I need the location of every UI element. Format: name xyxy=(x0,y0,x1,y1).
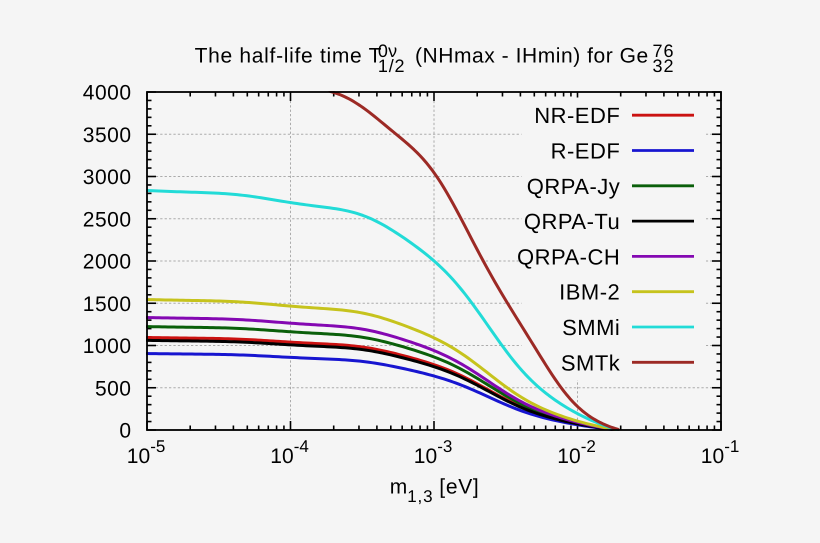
svg-text:1500: 1500 xyxy=(83,293,132,316)
svg-text:3500: 3500 xyxy=(83,124,132,147)
svg-text:10: 10 xyxy=(414,445,437,468)
svg-text:IBM-2: IBM-2 xyxy=(559,280,620,305)
svg-text:The half-life time T: The half-life time T xyxy=(195,45,383,68)
svg-text:1,3: 1,3 xyxy=(407,487,433,506)
svg-text:(NHmax - IHmin) for Ge: (NHmax - IHmin) for Ge xyxy=(415,45,649,68)
svg-text:2000: 2000 xyxy=(83,251,132,274)
svg-text:m: m xyxy=(390,476,408,499)
svg-text:NR-EDF: NR-EDF xyxy=(534,103,620,128)
svg-text:1/2: 1/2 xyxy=(378,56,405,76)
svg-text:SMMi: SMMi xyxy=(562,315,620,340)
svg-text:[eV]: [eV] xyxy=(439,476,479,499)
svg-text:500: 500 xyxy=(95,377,132,400)
svg-text:10: 10 xyxy=(701,445,724,468)
svg-text:-2: -2 xyxy=(581,437,596,456)
svg-text:-3: -3 xyxy=(437,437,452,456)
svg-text:76: 76 xyxy=(653,41,675,61)
svg-text:10: 10 xyxy=(270,445,293,468)
svg-text:10: 10 xyxy=(127,445,150,468)
svg-text:10: 10 xyxy=(557,445,580,468)
svg-text:QRPA-Tu: QRPA-Tu xyxy=(524,209,620,234)
svg-text:-5: -5 xyxy=(150,437,165,456)
svg-text:0ν: 0ν xyxy=(378,41,397,61)
svg-text:3000: 3000 xyxy=(83,166,132,189)
svg-text:SMTk: SMTk xyxy=(561,350,621,375)
svg-text:32: 32 xyxy=(653,56,675,76)
svg-text:R-EDF: R-EDF xyxy=(551,139,621,164)
svg-text:1000: 1000 xyxy=(83,335,132,358)
svg-text:2500: 2500 xyxy=(83,208,132,231)
svg-text:QRPA-CH: QRPA-CH xyxy=(517,244,620,269)
svg-text:4000: 4000 xyxy=(83,82,132,105)
svg-text:-1: -1 xyxy=(724,437,739,456)
svg-text:0: 0 xyxy=(119,420,131,443)
svg-text:QRPA-Jy: QRPA-Jy xyxy=(527,174,621,199)
svg-text:-4: -4 xyxy=(294,437,309,456)
